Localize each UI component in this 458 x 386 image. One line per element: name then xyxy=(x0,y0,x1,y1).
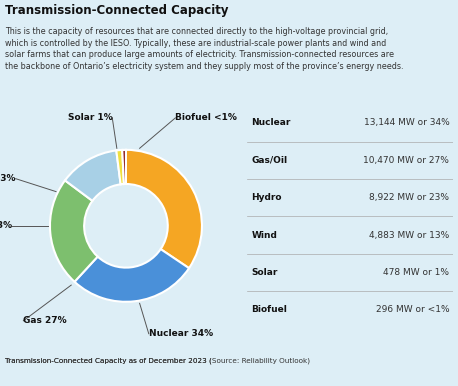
Wedge shape xyxy=(116,150,124,185)
Text: 8,922 MW or 23%: 8,922 MW or 23% xyxy=(369,193,449,202)
Text: Wind 13%: Wind 13% xyxy=(0,174,16,183)
Text: Transmission-Connected Capacity: Transmission-Connected Capacity xyxy=(5,4,228,17)
Wedge shape xyxy=(126,150,202,268)
Wedge shape xyxy=(65,151,120,201)
Text: 4,883 MW or 13%: 4,883 MW or 13% xyxy=(369,231,449,240)
Text: Hydro 23%: Hydro 23% xyxy=(0,221,12,230)
Text: This is the capacity of resources that are connected directly to the high-voltag: This is the capacity of resources that a… xyxy=(5,27,403,71)
Wedge shape xyxy=(50,180,98,282)
Text: Solar: Solar xyxy=(251,268,278,277)
Text: 10,470 MW or 27%: 10,470 MW or 27% xyxy=(364,156,449,165)
Text: Gas 27%: Gas 27% xyxy=(23,316,67,325)
Text: Wind: Wind xyxy=(251,231,277,240)
Text: 13,144 MW or 34%: 13,144 MW or 34% xyxy=(364,119,449,127)
Text: Hydro: Hydro xyxy=(251,193,282,202)
Text: 478 MW or 1%: 478 MW or 1% xyxy=(383,268,449,277)
Text: Transmission-Connected Capacity as of December 2023 (Source: Reliability Outlook: Transmission-Connected Capacity as of De… xyxy=(5,358,310,364)
Text: Biofuel: Biofuel xyxy=(251,305,287,315)
Text: Solar 1%: Solar 1% xyxy=(67,113,112,122)
Text: Gas/Oil: Gas/Oil xyxy=(251,156,288,165)
Wedge shape xyxy=(122,150,126,184)
Text: Transmission-Connected Capacity as of December 2023 (: Transmission-Connected Capacity as of De… xyxy=(5,358,212,364)
Text: Nuclear: Nuclear xyxy=(251,119,291,127)
Text: 296 MW or <1%: 296 MW or <1% xyxy=(376,305,449,315)
Wedge shape xyxy=(75,249,189,302)
Text: Nuclear 34%: Nuclear 34% xyxy=(149,329,213,338)
Text: Biofuel <1%: Biofuel <1% xyxy=(175,113,237,122)
